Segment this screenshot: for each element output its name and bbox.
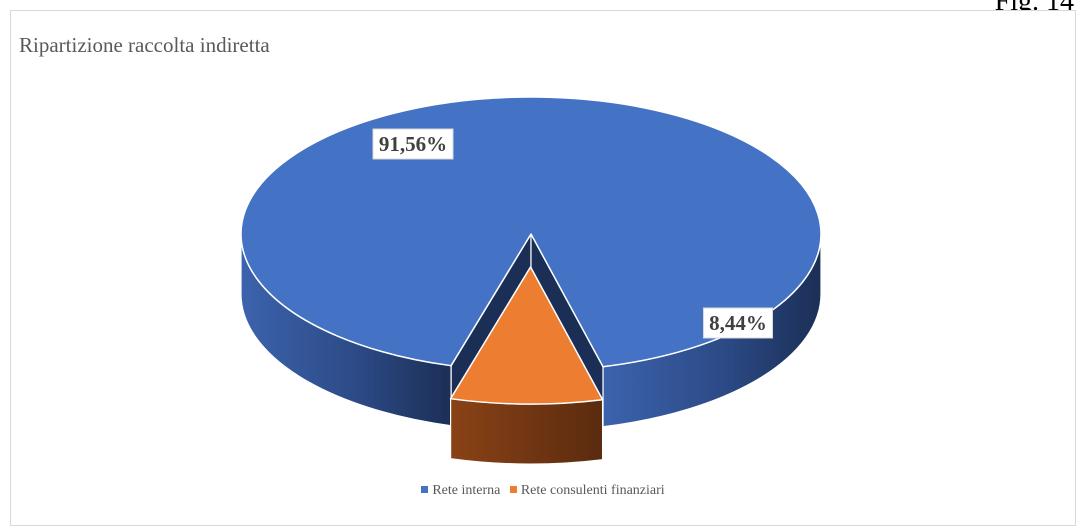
data-label-box-0 (372, 128, 454, 160)
pie-chart: 91,56% 8,44% (240, 96, 822, 465)
legend-label: Rete consulenti finanziari (520, 483, 665, 498)
chart-title: Ripartizione raccolta indiretta (19, 33, 270, 57)
pie-slice-1-top (449, 266, 604, 405)
pie-slice-0-top (240, 96, 822, 368)
data-label-box-1 (703, 307, 773, 339)
data-label-1: 8,44% (709, 311, 767, 335)
pie-slice-1-side (450, 398, 604, 465)
data-label-0: 91,56% (379, 132, 447, 156)
legend-label: Rete interna (432, 483, 501, 498)
legend-swatch-blue (421, 486, 429, 494)
legend-item-rete-consulenti: Rete consulenti finanziari (509, 483, 665, 499)
legend-item-rete-interna: Rete interna (421, 483, 500, 499)
legend-swatch-orange (509, 486, 517, 494)
legend: Rete interna Rete consulenti finanziari (11, 483, 1075, 499)
chart-area: Ripartizione raccolta indiretta 91,56% 8,… (10, 10, 1076, 526)
